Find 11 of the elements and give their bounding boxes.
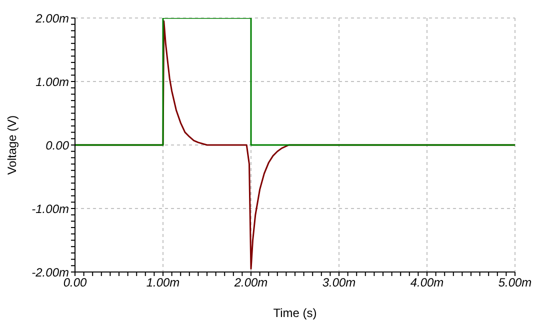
x-tick-label: 3.00m (322, 276, 356, 290)
x-tick-label: 5.00m (498, 276, 532, 290)
x-axis-title: Time (s) (273, 306, 317, 320)
y-tick-label: 1.00m (36, 74, 69, 89)
y-tick-label: 0.00 (46, 138, 70, 152)
x-tick-label: 4.00m (410, 276, 444, 290)
y-tick-label: -1.00m (32, 202, 69, 216)
y-axis-title: Voltage (V) (5, 115, 19, 175)
x-tick-label: 1.00m (146, 276, 180, 290)
x-tick-label: 2.00m (233, 276, 268, 290)
y-tick-label: 2.00m (34, 11, 69, 26)
